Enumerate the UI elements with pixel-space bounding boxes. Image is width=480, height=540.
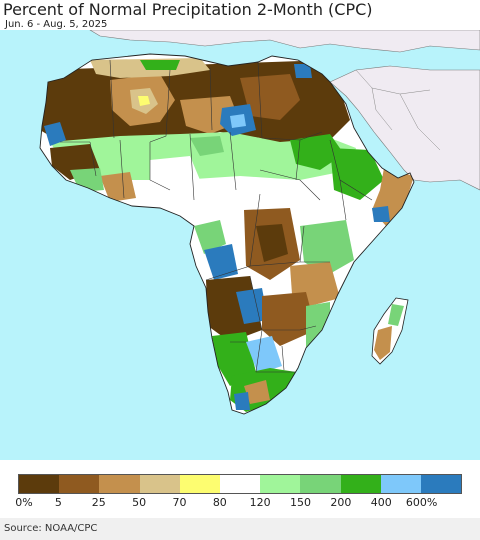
drc-dark-dry xyxy=(256,224,288,262)
legend-label-4: 70 xyxy=(172,496,187,509)
congo-basin-wet xyxy=(204,244,238,280)
sahel-band xyxy=(50,132,356,180)
chad-green xyxy=(190,136,224,156)
legend-label-6: 120 xyxy=(249,496,271,509)
legend-label-9: 400 xyxy=(370,496,392,509)
map-title: Percent of Normal Precipitation 2-Month … xyxy=(3,0,373,19)
source-text: Source: NOAA/CPC xyxy=(4,523,98,534)
botswana-wet xyxy=(246,336,282,374)
lake-chad-core xyxy=(230,114,246,128)
sahara-yellow-spot xyxy=(138,96,150,106)
precipitation-map xyxy=(0,30,480,460)
legend-bin-0 xyxy=(19,475,60,493)
legend-bin-7 xyxy=(300,475,341,493)
legend-bin-9 xyxy=(380,475,421,493)
legend-label-2: 25 xyxy=(91,496,106,509)
arabian-peninsula xyxy=(329,65,480,191)
legend-label-0: 0% xyxy=(15,496,33,509)
legend-label-7: 150 xyxy=(290,496,312,509)
legend-bin-5 xyxy=(219,475,261,493)
legend-bin-2 xyxy=(99,475,140,493)
legend-label-5: 80 xyxy=(212,496,227,509)
senegal-wet xyxy=(44,122,66,146)
legend-bin-3 xyxy=(139,475,180,493)
nile-delta-wet xyxy=(294,64,312,78)
angola-wet-spot xyxy=(236,288,268,324)
legend-bin-6 xyxy=(260,475,301,493)
gabon-wet xyxy=(194,220,226,254)
zambia-dry xyxy=(262,292,316,346)
somalia-wet-spot xyxy=(372,206,390,222)
maghreb-green xyxy=(140,60,180,70)
madagascar-green xyxy=(388,304,404,326)
nigeria-mixed xyxy=(150,156,200,190)
legend-label-1: 5 xyxy=(54,496,62,509)
cape-wet xyxy=(234,392,250,410)
ghana-dry xyxy=(100,172,136,202)
legend-label-10: 600% xyxy=(405,496,438,509)
middle-east-borders xyxy=(355,69,441,151)
madagascar-dry xyxy=(374,326,392,360)
source-footer: Source: NOAA/CPC xyxy=(0,518,480,540)
legend-bin-1 xyxy=(59,475,100,493)
country-borders xyxy=(60,59,373,373)
legend-bin-10 xyxy=(420,475,462,493)
legend-label-8: 200 xyxy=(330,496,352,509)
legend-bin-8 xyxy=(340,475,381,493)
legend-label-3: 50 xyxy=(132,496,147,509)
date-range: Jun. 6 - Aug. 5, 2025 xyxy=(5,19,108,30)
legend-labels: 0% 5 25 50 70 80 120 150 200 400 600% xyxy=(0,496,480,510)
legend-bin-4 xyxy=(179,475,220,493)
ethiopia-green xyxy=(330,148,384,200)
namibia-mixed xyxy=(212,332,256,386)
egypt-brown-patch xyxy=(240,74,300,120)
europe-landmass xyxy=(89,30,480,53)
precipitation-legend xyxy=(18,474,462,494)
africa-outline xyxy=(39,53,415,415)
south-africa-dry xyxy=(244,380,270,404)
